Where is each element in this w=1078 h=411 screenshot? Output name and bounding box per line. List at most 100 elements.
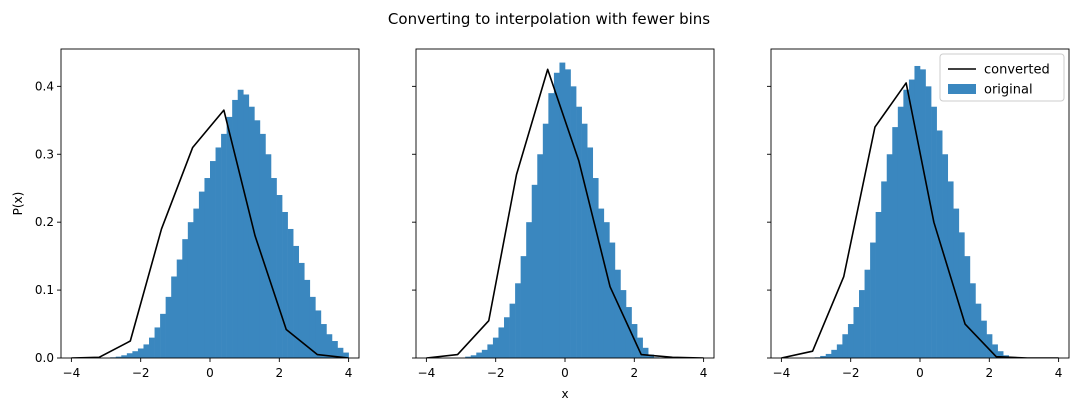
- histogram-bar: [143, 344, 150, 358]
- histogram-bar: [520, 256, 527, 358]
- histogram-bar: [642, 347, 649, 358]
- y-tick-label: 0.0: [35, 351, 54, 365]
- x-tick-label: −2: [487, 366, 505, 380]
- histogram-bar: [853, 307, 860, 358]
- histogram-bar: [182, 239, 189, 358]
- histogram-bar: [149, 337, 155, 358]
- histogram-bar: [282, 211, 288, 358]
- subplot-right: −4 −2 0 2 4 converted original: [767, 48, 1070, 380]
- histogram-bar: [304, 279, 311, 358]
- histogram-bar: [908, 79, 915, 358]
- histogram-bar: [121, 355, 128, 358]
- histogram-bar: [465, 356, 472, 358]
- histogram-bar: [836, 344, 843, 358]
- legend-label-converted: converted: [984, 63, 1050, 78]
- converted-line: [71, 109, 349, 358]
- histogram-bar: [542, 123, 549, 358]
- histogram-bar: [925, 86, 932, 358]
- histogram-bar: [559, 62, 566, 358]
- histogram-bar: [625, 307, 632, 358]
- histogram-bar: [254, 120, 261, 358]
- histogram-bar: [980, 320, 987, 358]
- histogram-bar: [870, 242, 876, 358]
- x-tick-label: −4: [773, 366, 791, 380]
- histogram-bar: [825, 353, 832, 358]
- figure-title: Converting to interpolation with fewer b…: [388, 10, 710, 28]
- x-tick-label: 2: [630, 366, 638, 380]
- histogram-bar: [992, 344, 998, 358]
- x-axis-label: x: [561, 387, 568, 401]
- x-tick-label: 0: [561, 366, 569, 380]
- x-tick-label: −2: [842, 366, 860, 380]
- histogram-bar: [859, 290, 865, 358]
- x-tick-label: 4: [700, 366, 708, 380]
- histogram-bar: [470, 355, 477, 358]
- histogram-bar: [598, 208, 605, 358]
- plot-area: [71, 89, 349, 358]
- histogram-bar: [842, 334, 849, 358]
- histogram-bar: [320, 324, 327, 358]
- histogram-bar: [936, 130, 943, 358]
- histogram-bar: [276, 195, 283, 358]
- x-tick-label: 0: [206, 366, 214, 380]
- histogram-bar: [515, 283, 521, 358]
- histogram-bar: [581, 123, 588, 358]
- subplot-left: −4 −2 0 2 4 0.0 0.1 0.2 0.3 0.4 P(x): [11, 48, 360, 380]
- histogram-bar: [270, 178, 277, 358]
- histogram-bar: [875, 211, 882, 358]
- y-tick-label: 0.1: [35, 283, 54, 297]
- histogram-bar: [931, 106, 937, 358]
- histogram-bar: [204, 178, 211, 358]
- histogram-bar: [603, 222, 610, 358]
- histogram-bar: [476, 352, 483, 358]
- histogram-bar: [576, 106, 582, 358]
- histogram-bar: [881, 181, 888, 358]
- histogram-bar: [498, 327, 505, 358]
- x-tick-label: 2: [985, 366, 993, 380]
- x-tick-label: 0: [916, 366, 924, 380]
- histogram-bar: [592, 178, 599, 358]
- legend: converted original: [939, 53, 1065, 102]
- plot-area: [781, 65, 1059, 358]
- histogram-bar: [892, 127, 899, 358]
- histogram-bar: [903, 89, 910, 358]
- x-tick-label: 4: [1055, 366, 1063, 380]
- histogram-bar: [298, 262, 305, 358]
- y-tick-label: 0.2: [35, 215, 54, 229]
- histogram-bar: [126, 353, 133, 358]
- histogram-bar: [986, 334, 993, 358]
- histogram-bar: [920, 69, 926, 358]
- subplots: −4 −2 0 2 4 0.0 0.1 0.2 0.3 0.4 P(x) −4 −2 0 2 4 x −4 −2 0 2…: [11, 48, 1070, 401]
- histogram-bar: [964, 256, 971, 358]
- histogram-bar: [176, 259, 183, 358]
- histogram-bar: [997, 351, 1004, 358]
- histogram-bar: [309, 296, 316, 358]
- x-tick-label: 2: [275, 366, 283, 380]
- histogram-bar: [947, 181, 954, 358]
- histogram-bar: [886, 154, 893, 358]
- histogram-bar: [226, 116, 233, 358]
- histogram-bar: [831, 349, 838, 358]
- histogram-bar: [210, 161, 216, 358]
- histogram-bar: [526, 222, 533, 358]
- histogram-bar: [504, 317, 510, 358]
- histogram-bar: [847, 324, 854, 358]
- histogram-bar: [864, 269, 871, 358]
- histogram-bar: [481, 349, 488, 358]
- histogram-bar: [232, 99, 239, 358]
- histogram-bar: [259, 133, 266, 358]
- histogram-bar: [115, 356, 122, 358]
- histogram-bar: [132, 351, 139, 358]
- histogram-bar: [160, 313, 166, 358]
- histogram-bar: [531, 184, 538, 358]
- histogram-bar: [337, 347, 344, 358]
- histogram-bar: [570, 86, 577, 358]
- histogram-bar: [897, 106, 904, 358]
- histogram-bar: [243, 94, 250, 358]
- histogram-bar: [326, 334, 333, 358]
- x-tick-label: −4: [63, 366, 81, 380]
- histogram-bar: [548, 93, 555, 358]
- histogram-bar: [958, 232, 965, 358]
- histogram-bar: [969, 283, 976, 358]
- histogram-bar: [820, 355, 827, 358]
